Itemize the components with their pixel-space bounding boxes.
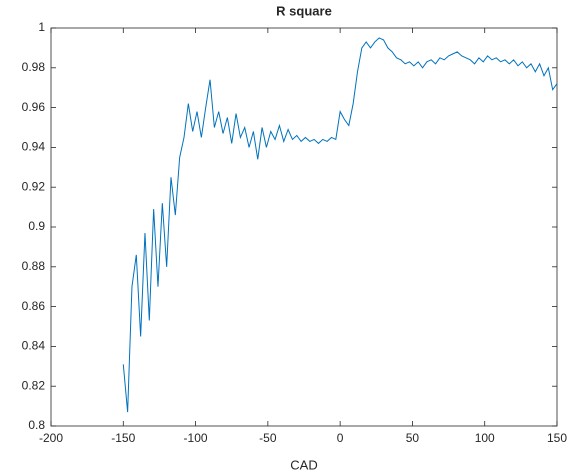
y-tick-label: 0.9 bbox=[28, 219, 45, 233]
y-tick-label: 0.8 bbox=[28, 418, 45, 432]
y-tick-label: 0.88 bbox=[22, 259, 46, 273]
y-tick-label: 0.96 bbox=[22, 100, 46, 114]
x-tick-label: -50 bbox=[259, 431, 277, 445]
x-tick-label: 0 bbox=[337, 431, 344, 445]
y-tick-label: 1 bbox=[38, 20, 45, 34]
y-tick-label: 0.92 bbox=[22, 179, 46, 193]
x-tick-label: -100 bbox=[184, 431, 208, 445]
x-tick-label: -150 bbox=[111, 431, 135, 445]
y-tick-label: 0.98 bbox=[22, 60, 46, 74]
y-tick-label: 0.94 bbox=[22, 140, 46, 154]
data-line bbox=[122, 37, 558, 413]
x-axis-label: CAD bbox=[290, 457, 317, 472]
x-tick-label: -200 bbox=[39, 431, 63, 445]
x-tick-label: 150 bbox=[547, 431, 567, 445]
y-tick-label: 0.86 bbox=[22, 299, 46, 313]
x-tick-label: 100 bbox=[475, 431, 495, 445]
y-tick-label: 0.82 bbox=[22, 378, 46, 392]
chart-title: R square bbox=[276, 3, 332, 18]
y-tick-label: 0.84 bbox=[22, 339, 46, 353]
x-tick-label: 50 bbox=[406, 431, 420, 445]
